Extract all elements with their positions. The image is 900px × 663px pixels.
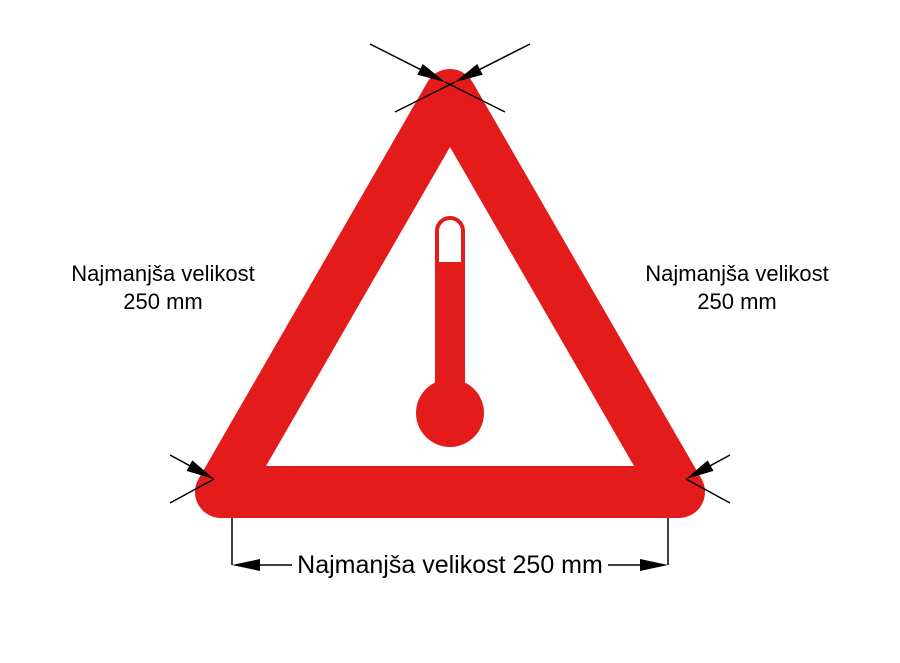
dim-label-left-line1: Najmanjša velikost [71, 261, 254, 286]
arrow-top-left-shaft [370, 44, 420, 69]
arrow-top-right-shaft [480, 44, 530, 69]
arrow-bottom-left-head [232, 559, 260, 571]
arrow-bottom-right-head [640, 559, 668, 571]
dim-label-bottom-text: Najmanjša velikost 250 mm [297, 551, 603, 579]
arrow-br-in-shaft [711, 455, 730, 466]
dim-label-right-line1: Najmanjša velikost [645, 261, 828, 286]
arrow-bl-in-shaft [170, 455, 189, 466]
dim-label-bottom: Najmanjša velikost 250 mm [270, 550, 630, 581]
dim-label-right: Najmanjša velikost 250 mm [644, 260, 830, 315]
dim-label-left-line2: 250 mm [123, 289, 202, 314]
diagram-stage: Najmanjša velikost 250 mm Najmanjša veli… [0, 0, 900, 658]
dim-label-right-line2: 250 mm [697, 289, 776, 314]
thermometer-fluid [439, 262, 461, 413]
dim-label-left: Najmanjša velikost 250 mm [70, 260, 256, 315]
